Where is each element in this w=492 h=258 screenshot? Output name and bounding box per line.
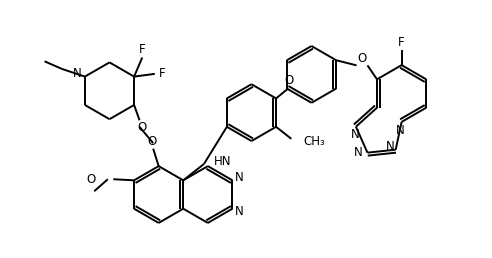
Text: O: O	[357, 52, 367, 65]
Text: CH₃: CH₃	[304, 135, 325, 148]
Text: F: F	[159, 67, 166, 80]
Text: N: N	[235, 205, 244, 219]
Text: N: N	[350, 128, 359, 141]
Text: O: O	[284, 75, 294, 87]
Text: O: O	[87, 173, 96, 186]
Text: N: N	[354, 146, 363, 159]
Text: F: F	[399, 36, 405, 49]
Text: O: O	[138, 122, 147, 134]
Text: F: F	[139, 43, 146, 56]
Text: N: N	[396, 124, 405, 136]
Text: N: N	[73, 67, 82, 80]
Text: N: N	[386, 140, 395, 154]
Text: N: N	[235, 171, 244, 183]
Text: O: O	[148, 134, 157, 148]
Text: HN: HN	[214, 155, 231, 168]
